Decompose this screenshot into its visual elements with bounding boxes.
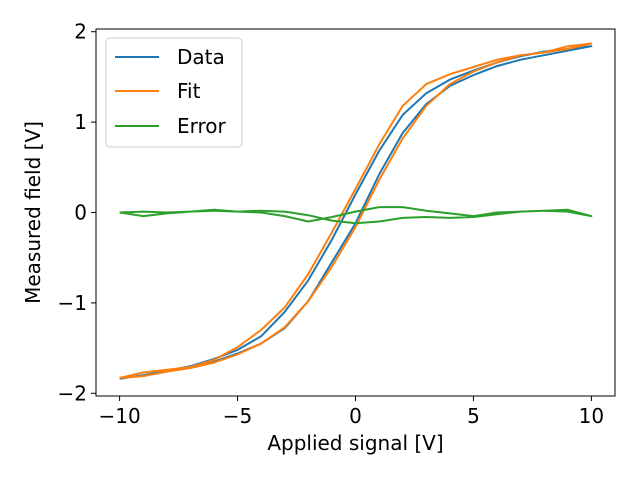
series-layer [119,42,593,380]
x-tick-label: −10 [98,404,140,428]
legend-box [105,37,243,148]
x-tick-label: 10 [579,404,604,428]
x-axis-label: Applied signal [V] [267,431,443,455]
y-tick-label: −2 [58,381,87,405]
y-tick-label: −1 [58,291,87,315]
legend-label-error: Error [177,114,227,138]
x-tick-label: −5 [223,404,252,428]
series-line-fit [119,42,593,379]
y-tick-label: 0 [74,201,87,225]
series-line-error [119,206,593,225]
y-tick-label: 1 [74,110,87,134]
legend: Data Fit Error [105,37,243,148]
x-tick-label: 0 [349,404,362,428]
legend-label-data: Data [177,45,225,69]
legend-label-fit: Fit [177,79,201,103]
y-tick-label: 2 [74,20,87,44]
x-tick-label: 5 [467,404,480,428]
y-axis-label: Measured field [V] [21,121,45,304]
